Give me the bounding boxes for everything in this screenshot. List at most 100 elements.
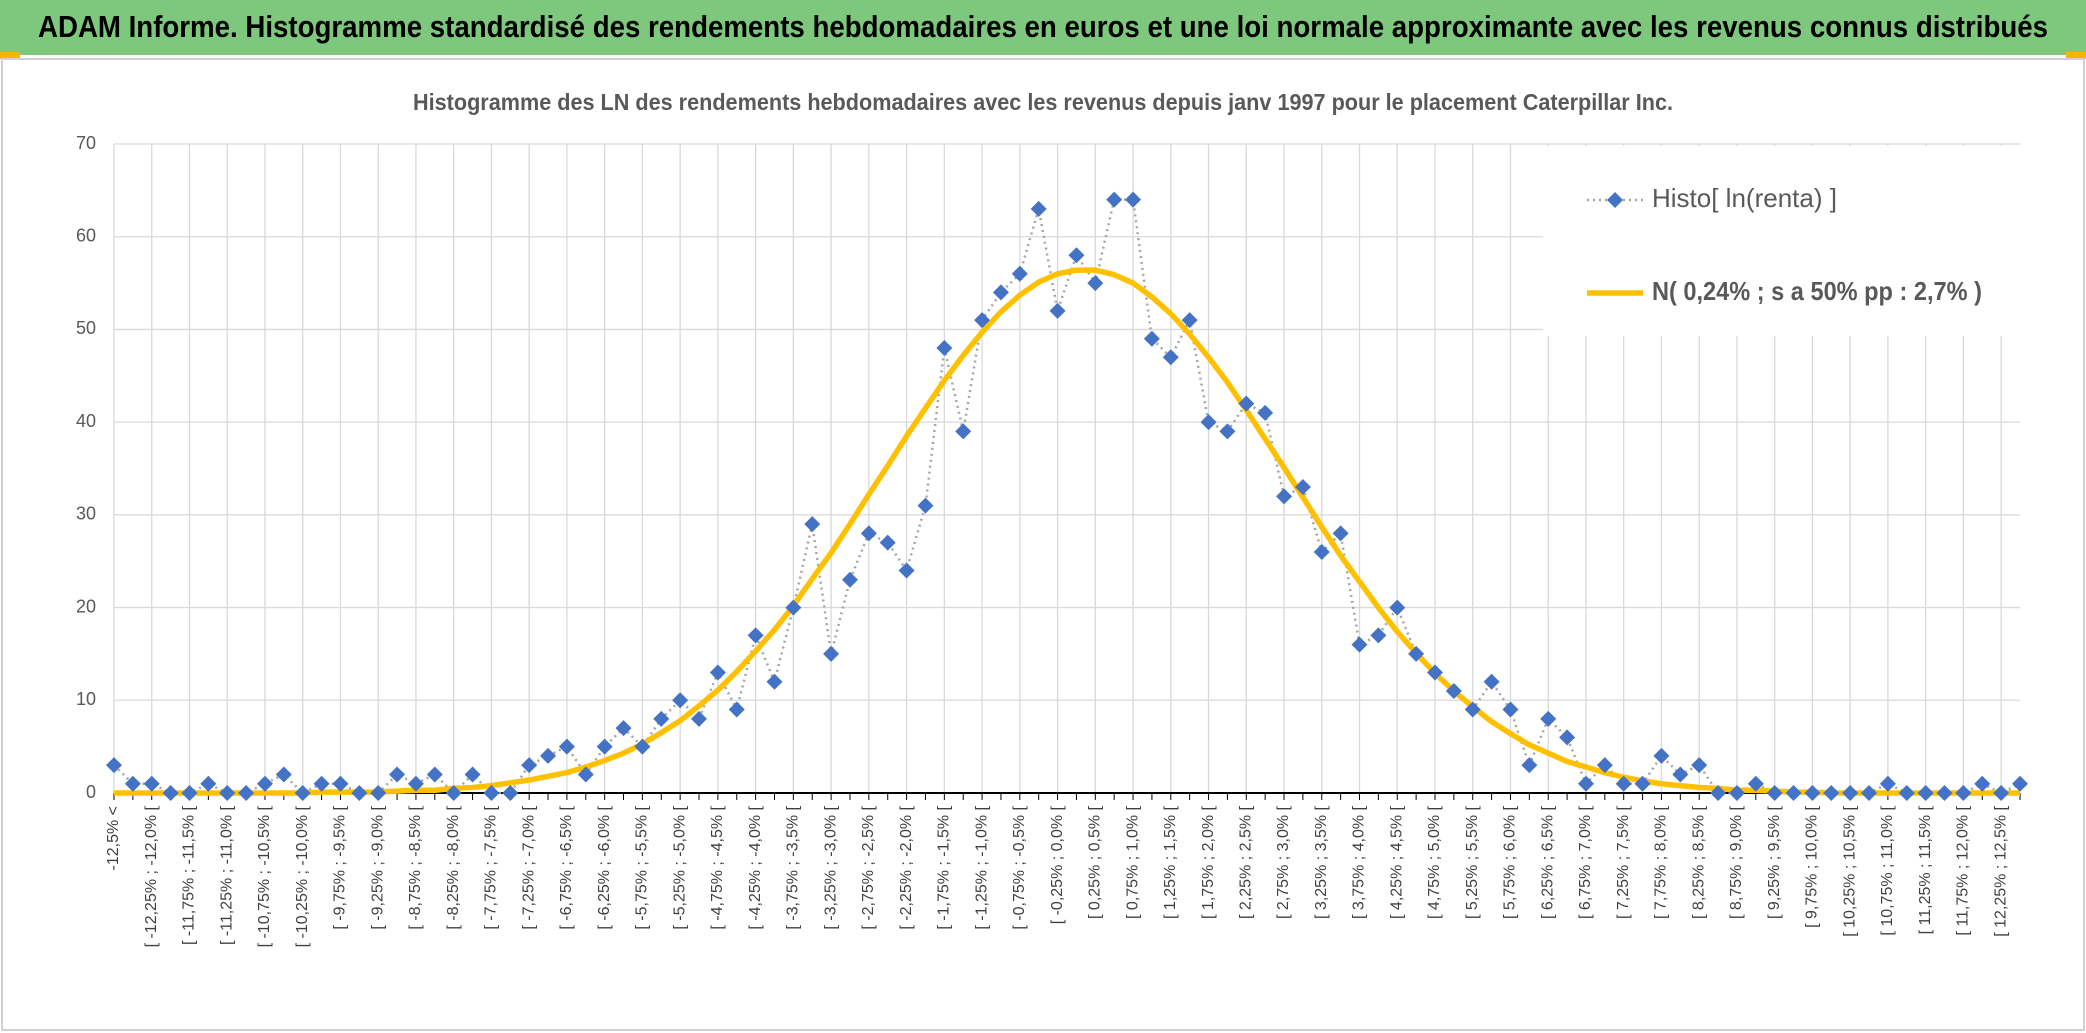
diamond-marker <box>1861 785 1878 801</box>
diamond-marker <box>1294 479 1311 496</box>
diamond-marker <box>1993 785 2010 801</box>
legend-label: N( 0,24% ; s a 50% pp : 2,7% ) <box>1652 276 1982 306</box>
chart-frame <box>1 58 2085 1031</box>
corner-left <box>0 52 20 59</box>
diamond-marker <box>1257 404 1274 421</box>
diamond-marker <box>1106 191 1123 208</box>
diamond-marker <box>124 775 141 792</box>
x-tick-label: [ 2,25% ; 2,5% [ <box>1237 805 1254 919</box>
x-tick-label: [ -10,75% ; -10,5% [ <box>256 805 273 947</box>
x-tick-label: -12,5% < <box>105 806 122 870</box>
diamond-marker <box>1068 247 1085 264</box>
x-tick-label: [ 0,75% ; 1,0% [ <box>1124 805 1141 919</box>
diamond-marker <box>1540 710 1557 727</box>
y-tick-label: 10 <box>76 689 96 709</box>
x-tick-label: [ -5,75% ; -5,5% [ <box>634 805 651 929</box>
x-tick-label: [ -2,75% ; -2,5% [ <box>860 805 877 929</box>
x-tick-label: [ -7,25% ; -7,0% [ <box>520 805 537 929</box>
diamond-marker <box>1464 701 1481 718</box>
y-tick-label: 0 <box>86 782 96 802</box>
diamond-marker <box>1672 766 1689 783</box>
x-tick-label: [ -1,25% ; -1,0% [ <box>973 805 990 929</box>
x-tick-label: [ -6,75% ; -6,5% [ <box>558 805 575 929</box>
diamond-marker <box>1351 636 1368 653</box>
x-tick-label: [ -4,25% ; -4,0% [ <box>747 805 764 929</box>
x-tick-label: [ 5,75% ; 6,0% [ <box>1502 805 1519 919</box>
diamond-marker <box>1125 191 1142 208</box>
diamond-marker <box>426 766 443 783</box>
diamond-marker <box>540 747 557 764</box>
diamond-marker <box>1143 330 1160 347</box>
diamond-marker <box>1332 525 1349 542</box>
diamond-marker <box>1445 683 1462 700</box>
diamond-marker <box>634 738 651 755</box>
diamond-marker <box>558 738 575 755</box>
diamond-marker <box>483 785 500 801</box>
y-tick-label: 30 <box>76 504 96 524</box>
diamond-marker <box>1559 729 1576 746</box>
y-tick-label: 40 <box>76 411 96 431</box>
diamond-marker <box>219 785 236 801</box>
diamond-marker <box>936 339 953 356</box>
x-tick-label: [ -7,75% ; -7,5% [ <box>483 805 500 929</box>
x-tick-label: [ 10,75% ; 11,0% [ <box>1879 805 1896 935</box>
x-tick-label: [ 4,25% ; 4,5% [ <box>1388 805 1405 919</box>
diamond-marker <box>841 571 858 588</box>
diamond-marker <box>313 775 330 792</box>
diamond-marker <box>2012 775 2028 792</box>
diamond-marker <box>389 766 406 783</box>
x-tick-label: [ -11,75% ; -11,5% [ <box>181 805 198 945</box>
x-tick-label: [ 1,25% ; 1,5% [ <box>1162 805 1179 919</box>
diamond-marker <box>1842 785 1859 801</box>
diamond-marker <box>181 785 198 801</box>
diamond-marker <box>1483 673 1500 690</box>
diamond-marker <box>728 701 745 718</box>
diamond-marker <box>653 710 670 727</box>
diamond-marker <box>804 516 821 533</box>
diamond-marker <box>1634 775 1651 792</box>
x-tick-label: [ -0,75% ; -0,5% [ <box>1011 805 1028 929</box>
diamond-marker <box>502 785 519 801</box>
diamond-marker <box>1596 757 1613 774</box>
x-tick-label: [ -1,75% ; -1,5% [ <box>936 805 953 929</box>
x-tick-label: [ 10,25% ; 10,5% [ <box>1841 805 1858 936</box>
x-tick-label: [ -0,25% ; 0,0% [ <box>1049 805 1066 924</box>
diamond-marker <box>1389 599 1406 616</box>
x-tick-label: [ 6,75% ; 7,0% [ <box>1577 805 1594 919</box>
diamond-marker <box>898 562 915 579</box>
diamond-marker <box>1502 701 1519 718</box>
diamond-marker <box>785 599 802 616</box>
diamond-marker <box>1087 275 1104 292</box>
x-tick-label: [ -12,25% ; -12,0% [ <box>143 805 160 947</box>
diamond-marker <box>200 775 217 792</box>
x-tick-label: [ -6,25% ; -6,0% [ <box>596 805 613 929</box>
x-tick-label: [ 0,25% ; 0,5% [ <box>1087 805 1104 919</box>
diamond-marker <box>823 645 840 662</box>
x-tick-label: [ 5,25% ; 5,5% [ <box>1464 805 1481 919</box>
diamond-marker <box>1577 775 1594 792</box>
diamond-marker <box>955 423 972 440</box>
x-tick-label: [ 1,75% ; 2,0% [ <box>1200 805 1217 919</box>
diamond-marker <box>106 757 122 774</box>
x-tick-label: [ 11,25% ; 11,5% [ <box>1917 805 1934 934</box>
diamond-marker <box>1219 423 1236 440</box>
diamond-marker <box>1747 775 1764 792</box>
diamond-marker <box>1955 785 1972 801</box>
diamond-marker <box>464 766 481 783</box>
diamond-marker <box>1879 775 1896 792</box>
series-line <box>114 267 2020 796</box>
header-bar <box>0 0 2086 55</box>
x-tick-label: [ 8,75% ; 9,0% [ <box>1728 805 1745 919</box>
x-tick-label: [ 4,75% ; 5,0% [ <box>1426 805 1443 919</box>
diamond-marker <box>879 534 896 551</box>
diamond-marker <box>1238 395 1255 412</box>
x-tick-label: [ -5,25% ; -5,0% [ <box>671 805 688 929</box>
chart-title: Histogramme des LN des rendements hebdom… <box>413 89 1673 115</box>
diamond-marker <box>1313 543 1330 560</box>
diamond-marker <box>596 738 613 755</box>
diamond-marker <box>860 525 877 542</box>
diamond-marker <box>256 775 273 792</box>
x-tick-label: [ -3,25% ; -3,0% [ <box>822 805 839 929</box>
diamond-marker <box>1653 747 1670 764</box>
